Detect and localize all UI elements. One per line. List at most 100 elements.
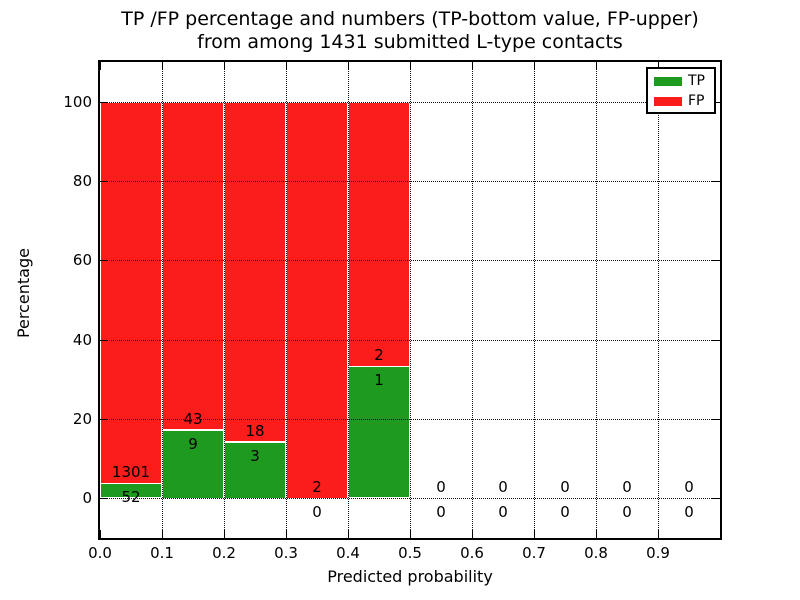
fp-bar-segment — [162, 102, 224, 430]
y-tick-right — [712, 181, 720, 182]
x-tick-bottom — [658, 530, 659, 538]
horizontal-gridline — [100, 419, 720, 420]
x-tick-top — [658, 62, 659, 70]
y-tick-right — [712, 340, 720, 341]
x-tick-label: 0.4 — [336, 544, 360, 562]
horizontal-gridline — [100, 498, 720, 499]
x-tick-bottom — [286, 530, 287, 538]
fp-count-label: 0 — [622, 478, 632, 496]
x-axis-label: Predicted probability — [327, 567, 493, 586]
tp-count-label: 0 — [622, 503, 632, 521]
tp-count-label: 0 — [436, 503, 446, 521]
y-tick-left — [100, 498, 108, 499]
x-tick-top — [224, 62, 225, 70]
vertical-gridline — [534, 62, 535, 538]
y-tick-left — [100, 181, 108, 182]
y-tick-label: 80 — [72, 172, 92, 190]
horizontal-gridline — [100, 181, 720, 182]
vertical-gridline — [596, 62, 597, 538]
fp-count-label: 0 — [684, 478, 694, 496]
x-tick-label: 0.0 — [88, 544, 112, 562]
fp-bar-segment — [348, 102, 410, 367]
chart-title: TP /FP percentage and numbers (TP-bottom… — [60, 8, 760, 54]
y-tick-left — [100, 102, 108, 103]
y-axis-label: Percentage — [14, 248, 33, 339]
x-tick-top — [410, 62, 411, 70]
x-tick-top — [100, 62, 101, 70]
horizontal-gridline — [100, 340, 720, 341]
vertical-gridline — [472, 62, 473, 538]
y-tick-right — [712, 419, 720, 420]
vertical-gridline — [286, 62, 287, 538]
y-tick-label: 20 — [72, 410, 92, 428]
chart-title-line2: from among 1431 submitted L-type contact… — [197, 31, 623, 53]
legend: TP FP — [646, 67, 716, 114]
fp-count-label: 1301 — [111, 463, 151, 481]
x-tick-bottom — [472, 530, 473, 538]
x-tick-label: 0.8 — [584, 544, 608, 562]
fp-count-label: 2 — [374, 346, 384, 364]
y-tick-left — [100, 340, 108, 341]
tp-count-label: 3 — [250, 447, 260, 465]
plot-area: 0.0 0.1 0.2 0.3 0.4 0.5 0.6 0.7 0.8 0.9 0 20 40 60 80 1… — [63, 60, 722, 562]
fp-count-label: 0 — [560, 478, 570, 496]
x-tick-label: 0.1 — [150, 544, 174, 562]
x-tick-bottom — [224, 530, 225, 538]
x-tick-top — [348, 62, 349, 70]
x-tick-label: 0.2 — [212, 544, 236, 562]
x-tick-bottom — [100, 530, 101, 538]
legend-swatch-tp — [654, 77, 682, 86]
legend-label-tp: TP — [688, 73, 705, 89]
tp-bar-segment — [100, 483, 162, 498]
legend-label-fp: FP — [688, 93, 705, 109]
y-tick-left — [100, 419, 108, 420]
x-tick-bottom — [162, 530, 163, 538]
tp-count-label: 52 — [121, 488, 141, 506]
x-tick-top — [286, 62, 287, 70]
x-tick-top — [534, 62, 535, 70]
tp-count-label: 0 — [560, 503, 570, 521]
x-tick-bottom — [410, 530, 411, 538]
horizontal-gridline — [100, 260, 720, 261]
y-tick-label: 100 — [63, 93, 92, 111]
fp-count-label: 0 — [498, 478, 508, 496]
tp-count-label: 1 — [374, 371, 384, 389]
y-tick-left — [100, 260, 108, 261]
vertical-gridline — [410, 62, 411, 538]
vertical-gridline — [224, 62, 225, 538]
x-tick-bottom — [348, 530, 349, 538]
legend-swatch-fp — [654, 97, 682, 106]
y-tick-label: 0 — [82, 489, 92, 507]
chart-title-line1: TP /FP percentage and numbers (TP-bottom… — [121, 8, 699, 30]
fp-count-label: 0 — [436, 478, 446, 496]
y-tick-right — [712, 260, 720, 261]
tp-count-label: 0 — [684, 503, 694, 521]
x-tick-top — [472, 62, 473, 70]
x-tick-top — [596, 62, 597, 70]
x-tick-top — [162, 62, 163, 70]
tp-count-label: 0 — [498, 503, 508, 521]
fp-bar-segment — [286, 102, 348, 499]
x-tick-bottom — [534, 530, 535, 538]
horizontal-gridline — [100, 102, 720, 103]
fp-count-label: 43 — [183, 410, 203, 428]
vertical-gridline — [658, 62, 659, 538]
tp-bar-segment — [162, 430, 224, 499]
x-tick-label: 0.7 — [522, 544, 546, 562]
fp-count-label: 18 — [245, 422, 265, 440]
x-tick-label: 0.5 — [398, 544, 422, 562]
fp-bar-segment — [224, 102, 286, 442]
y-tick-label: 40 — [72, 331, 92, 349]
tp-bar-segment — [348, 366, 410, 498]
y-tick-right — [712, 102, 720, 103]
y-tick-right — [712, 498, 720, 499]
x-tick-bottom — [596, 530, 597, 538]
y-tick-label: 60 — [72, 251, 92, 269]
x-tick-label: 0.6 — [460, 544, 484, 562]
x-tick-label: 0.3 — [274, 544, 298, 562]
fp-bar-segment — [100, 102, 162, 484]
vertical-gridline — [348, 62, 349, 538]
tp-count-label: 9 — [188, 435, 198, 453]
x-tick-label: 0.9 — [646, 544, 670, 562]
